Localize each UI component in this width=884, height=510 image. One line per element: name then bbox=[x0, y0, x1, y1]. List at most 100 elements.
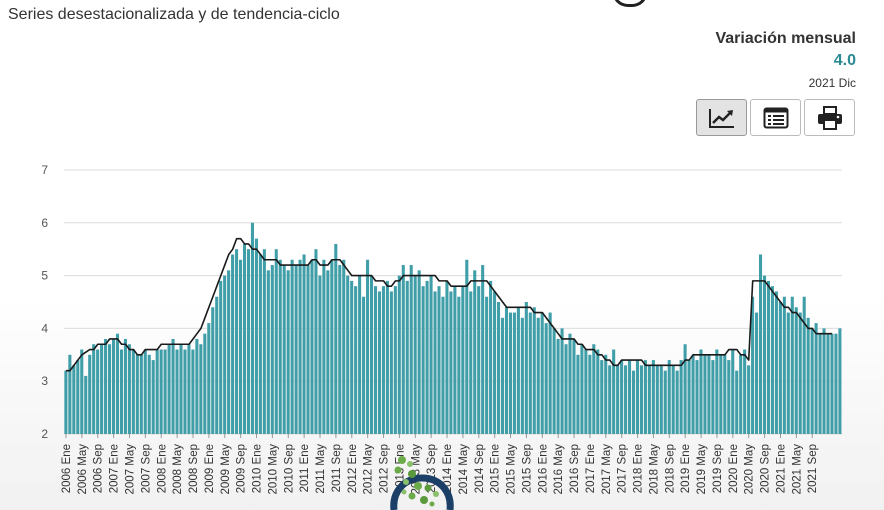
x-tick-label: 2009 Sep bbox=[236, 444, 248, 493]
bar bbox=[266, 270, 270, 434]
bar bbox=[215, 296, 219, 434]
bar bbox=[838, 328, 842, 434]
bar bbox=[572, 338, 576, 434]
bar bbox=[683, 344, 687, 434]
bar bbox=[703, 354, 707, 434]
x-tick-label: 2008 May bbox=[172, 444, 184, 495]
bar bbox=[635, 360, 640, 434]
x-tick-label: 2017 Ene bbox=[585, 444, 597, 493]
bar bbox=[735, 370, 739, 434]
bar bbox=[441, 296, 445, 434]
bar bbox=[822, 328, 826, 434]
bar bbox=[445, 280, 449, 434]
bar bbox=[814, 323, 818, 434]
bar bbox=[616, 365, 620, 434]
bar bbox=[187, 344, 191, 434]
bar bbox=[612, 349, 616, 434]
x-tick-label: 2015 Sep bbox=[521, 444, 533, 493]
x-tick-label: 2021 Sep bbox=[807, 444, 819, 493]
bar bbox=[699, 349, 703, 434]
x-tick-label: 2020 May bbox=[744, 444, 756, 495]
bar bbox=[671, 365, 675, 434]
bar bbox=[651, 360, 655, 434]
x-tick-label: 2006 Sep bbox=[93, 444, 105, 493]
bar bbox=[743, 349, 747, 434]
bar bbox=[425, 280, 429, 434]
bar bbox=[548, 312, 552, 434]
bar bbox=[350, 280, 354, 434]
bar bbox=[711, 360, 715, 434]
bar bbox=[687, 360, 691, 434]
bar bbox=[647, 365, 651, 434]
x-tick-label: 2019 Sep bbox=[712, 444, 724, 493]
bar bbox=[469, 291, 473, 434]
bar bbox=[290, 259, 294, 434]
bar bbox=[314, 249, 318, 434]
bar bbox=[794, 307, 798, 434]
y-tick-label: 6 bbox=[41, 216, 48, 230]
x-tick-label: 2009 May bbox=[220, 444, 232, 495]
x-tick-label: 2006 Ene bbox=[61, 444, 73, 493]
bar bbox=[282, 265, 286, 434]
bar bbox=[393, 286, 397, 434]
bar bbox=[306, 265, 310, 434]
bar bbox=[358, 275, 362, 434]
bar bbox=[560, 328, 564, 434]
bar bbox=[64, 370, 68, 434]
bar bbox=[262, 249, 266, 434]
bar bbox=[346, 275, 350, 434]
bar bbox=[362, 296, 366, 434]
bar bbox=[762, 275, 767, 434]
bar bbox=[100, 344, 104, 434]
chart-subtitle: Series desestacionalizada y de tendencia… bbox=[8, 6, 340, 23]
bar bbox=[151, 360, 155, 434]
bar bbox=[806, 317, 810, 434]
bar bbox=[576, 354, 580, 434]
bar bbox=[818, 333, 822, 434]
bar bbox=[663, 370, 667, 434]
bar bbox=[608, 365, 612, 434]
bar bbox=[227, 270, 231, 434]
x-tick-label: 2020 Ene bbox=[728, 444, 740, 493]
bar bbox=[719, 354, 723, 434]
x-tick-label: 2015 Ene bbox=[490, 444, 502, 493]
x-tick-label: 2016 May bbox=[553, 444, 565, 495]
table-view-button[interactable] bbox=[750, 99, 801, 136]
x-tick-label: 2014 Ene bbox=[442, 444, 454, 493]
bar bbox=[159, 349, 163, 434]
x-tick-label: 2021 Ene bbox=[776, 444, 788, 493]
bar bbox=[481, 265, 485, 434]
bar bbox=[620, 360, 624, 434]
bar bbox=[310, 259, 314, 434]
chart-area: 2 3 4 5 6 7 2006 Ene 2006 May 2006 Sep 2007 Ene 2… bbox=[41, 163, 842, 495]
bar bbox=[782, 296, 786, 434]
bar bbox=[715, 349, 719, 434]
bar bbox=[385, 280, 389, 434]
x-tick-label: 2014 Sep bbox=[474, 444, 486, 493]
bar bbox=[798, 312, 802, 434]
bar bbox=[592, 344, 596, 434]
bar bbox=[318, 275, 322, 434]
bar bbox=[322, 259, 326, 434]
bar bbox=[377, 291, 382, 434]
bar bbox=[389, 291, 393, 434]
print-button[interactable] bbox=[804, 99, 855, 136]
bar bbox=[770, 286, 774, 434]
x-tick-label: 2012 Ene bbox=[347, 444, 359, 493]
bar bbox=[231, 254, 235, 434]
bar bbox=[536, 317, 540, 434]
line-chart-icon bbox=[708, 108, 734, 128]
bar bbox=[731, 349, 735, 434]
bar bbox=[294, 265, 298, 434]
bar bbox=[143, 349, 147, 434]
x-tick-label: 2010 Sep bbox=[283, 444, 295, 493]
line-chart-button[interactable] bbox=[696, 99, 747, 136]
bar bbox=[127, 344, 131, 434]
bar bbox=[453, 286, 457, 434]
bar bbox=[429, 275, 433, 434]
bar bbox=[139, 354, 143, 434]
bar bbox=[68, 354, 72, 434]
bar bbox=[540, 312, 544, 434]
bar bbox=[512, 312, 516, 434]
bar bbox=[691, 354, 695, 434]
